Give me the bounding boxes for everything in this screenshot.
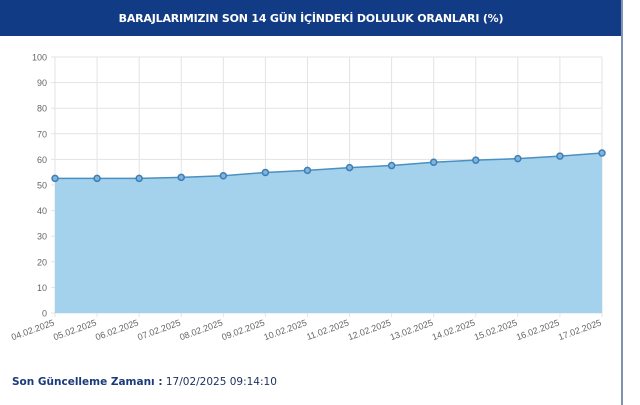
y-tick-label: 20 bbox=[37, 257, 47, 267]
x-tick-label: 08.02.2025 bbox=[178, 317, 224, 342]
last-update-value: 17/02/2025 09:14:10 bbox=[165, 376, 277, 388]
data-point bbox=[514, 154, 522, 163]
x-tick-label: 14.02.2025 bbox=[431, 317, 477, 342]
x-tick-label: 04.02.2025 bbox=[10, 317, 56, 342]
y-tick-label: 50 bbox=[37, 181, 47, 191]
x-tick-label: 07.02.2025 bbox=[136, 317, 182, 342]
y-tick-label: 30 bbox=[37, 232, 47, 242]
data-point bbox=[598, 149, 606, 157]
y-tick-label: 70 bbox=[37, 129, 47, 139]
y-tick-label: 100 bbox=[32, 53, 47, 63]
x-tick-label: 13.02.2025 bbox=[389, 317, 435, 342]
chart-title: BARAJLARIMIZIN SON 14 GÜN İÇİNDEKİ DOLUL… bbox=[0, 0, 622, 36]
last-update: Son Güncelleme Zamanı : 17/02/2025 09:14… bbox=[12, 376, 277, 388]
x-tick-label: 05.02.2025 bbox=[52, 317, 98, 342]
data-point bbox=[135, 174, 143, 183]
x-tick-label: 11.02.2025 bbox=[305, 317, 350, 342]
data-point bbox=[556, 152, 564, 160]
x-tick-label: 15.02.2025 bbox=[473, 317, 519, 342]
series-line bbox=[55, 152, 603, 180]
area-fill bbox=[55, 153, 602, 313]
y-tick-label: 0 bbox=[42, 309, 47, 319]
data-point bbox=[51, 174, 59, 183]
y-tick-label: 80 bbox=[37, 104, 47, 114]
last-update-label: Son Güncelleme Zamanı : bbox=[12, 376, 163, 388]
data-point bbox=[429, 158, 438, 166]
x-tick-label: 17.02.2025 bbox=[557, 317, 603, 342]
y-tick-label: 10 bbox=[37, 283, 47, 293]
x-tick-label: 16.02.2025 bbox=[515, 317, 561, 342]
x-tick-label: 09.02.2025 bbox=[220, 317, 266, 342]
data-point bbox=[177, 173, 185, 182]
data-point bbox=[261, 168, 270, 177]
x-tick-label: 06.02.2025 bbox=[94, 317, 140, 342]
panel-border bbox=[621, 0, 623, 405]
data-point bbox=[472, 156, 480, 164]
data-point bbox=[93, 174, 101, 183]
y-tick-label: 40 bbox=[37, 206, 47, 216]
y-tick-label: 90 bbox=[37, 78, 47, 88]
x-tick-label: 12.02.2025 bbox=[347, 317, 393, 342]
y-tick-label: 60 bbox=[37, 155, 47, 165]
data-point bbox=[219, 172, 228, 180]
data-point bbox=[387, 161, 396, 170]
data-point bbox=[345, 163, 354, 172]
x-tick-label: 10.02.2025 bbox=[262, 317, 308, 342]
data-point bbox=[303, 166, 312, 175]
